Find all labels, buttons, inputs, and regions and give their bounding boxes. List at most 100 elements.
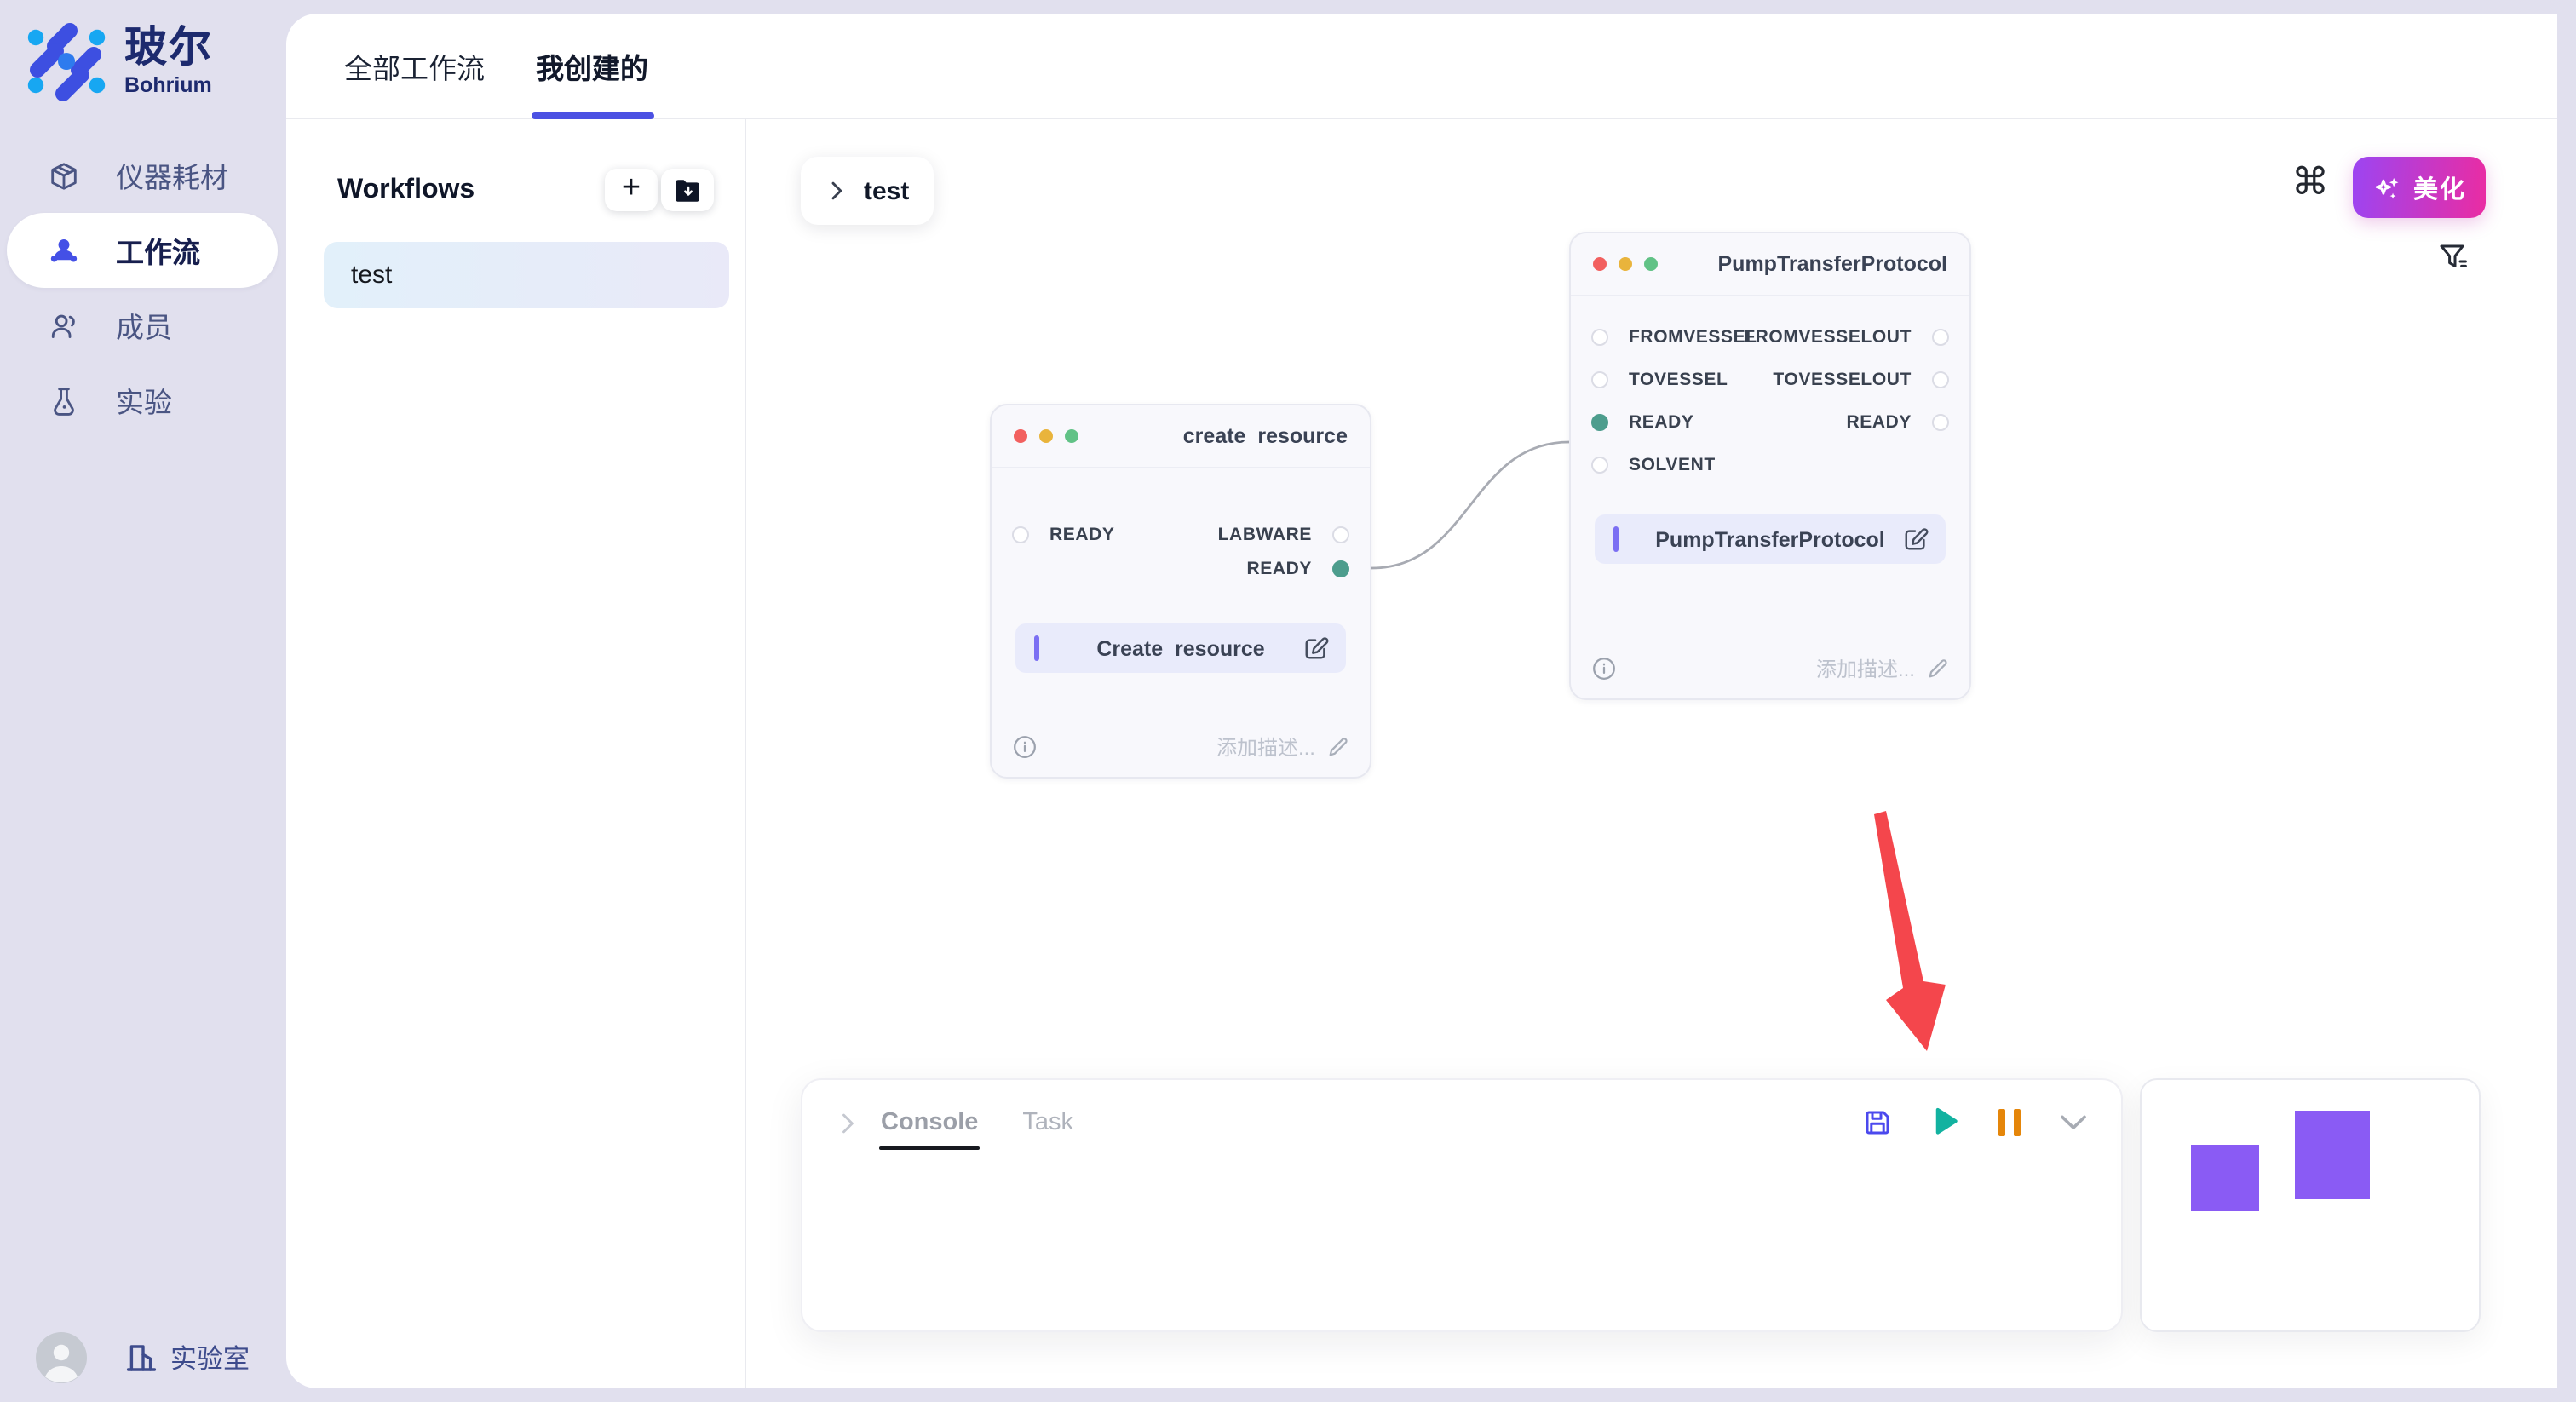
description-placeholder[interactable]: 添加描述... xyxy=(1815,657,1915,681)
port-out-tovesselout[interactable]: TOVESSELOUT xyxy=(1773,368,1949,392)
node-pump-transfer-protocol[interactable]: PumpTransferProtocol FROMVESSEL FROMVESS… xyxy=(1569,232,1971,700)
workflows-panel-title: Workflows xyxy=(337,175,475,204)
port-circle[interactable] xyxy=(1591,457,1608,474)
traffic-yellow-dot xyxy=(1039,429,1053,443)
traffic-green-dot xyxy=(1065,429,1078,443)
sidebar-item-label: 成员 xyxy=(116,313,172,344)
traffic-green-dot xyxy=(1644,257,1658,271)
sidebar-item-members[interactable]: 成员 xyxy=(0,288,286,363)
tab-task[interactable]: Task xyxy=(1022,1109,1074,1136)
command-icon[interactable]: ⌘ xyxy=(2291,160,2329,203)
port-circle[interactable] xyxy=(1932,329,1949,346)
port-in-ready[interactable]: READY xyxy=(1591,411,1694,434)
breadcrumb-label: test xyxy=(864,176,910,205)
import-workflow-button[interactable] xyxy=(661,169,714,211)
port-out-fromvesselout[interactable]: FROMVESSELOUT xyxy=(1744,325,1949,349)
main-panel: 全部工作流 我创建的 Workflows + xyxy=(286,14,2557,1388)
node-title: create_resource xyxy=(1182,424,1348,448)
sidebar-footer: 实验室 xyxy=(36,1332,250,1383)
tab-all-workflows[interactable]: 全部工作流 xyxy=(344,54,485,84)
avatar[interactable] xyxy=(36,1332,87,1383)
node-header: PumpTransferProtocol xyxy=(1571,233,1969,296)
port-circle[interactable] xyxy=(1932,371,1949,388)
port-circle[interactable] xyxy=(1591,329,1608,346)
sidebar-item-experiments[interactable]: 实验 xyxy=(0,363,286,438)
bohrium-logo-icon xyxy=(24,17,109,106)
node-create-resource[interactable]: create_resource READY LABWARE READY Crea… xyxy=(990,404,1371,779)
brand-subtitle: Bohrium xyxy=(124,72,212,97)
pencil-icon[interactable] xyxy=(1327,735,1349,757)
pencil-icon[interactable] xyxy=(1927,657,1949,679)
port-in-tovessel[interactable]: TOVESSEL xyxy=(1591,368,1728,392)
expand-chevron-icon[interactable] xyxy=(840,1112,855,1134)
folder-download-icon xyxy=(674,178,701,202)
edit-icon[interactable] xyxy=(1303,635,1329,661)
filter-icon[interactable] xyxy=(2438,242,2469,274)
beautify-label: 美化 xyxy=(2413,176,2466,204)
brand-title: 玻尔 xyxy=(124,24,214,72)
tab-my-created[interactable]: 我创建的 xyxy=(531,45,653,118)
save-icon[interactable] xyxy=(1861,1107,1892,1138)
sidebar-nav: 仪器耗材 工作流 xyxy=(0,138,286,438)
node-header: create_resource xyxy=(992,405,1370,468)
pause-icon[interactable] xyxy=(1998,1109,2021,1136)
brand-logo[interactable]: 玻尔 Bohrium xyxy=(24,17,213,106)
port-circle[interactable] xyxy=(1591,371,1608,388)
sidebar-item-label: 仪器耗材 xyxy=(116,164,228,194)
port-circle-connected[interactable] xyxy=(1332,560,1349,577)
workflow-list-item[interactable]: test xyxy=(324,242,729,308)
description-placeholder[interactable]: 添加描述... xyxy=(1216,735,1315,759)
workflows-list-panel: Workflows + test xyxy=(286,119,746,1388)
console-header: Console Task xyxy=(802,1080,2121,1155)
beautify-button[interactable]: 美化 xyxy=(2353,157,2486,218)
node-footer: 添加描述... xyxy=(1012,731,1349,761)
building-icon xyxy=(124,1341,158,1375)
workflow-tabs: 全部工作流 我创建的 xyxy=(286,14,2557,119)
info-icon[interactable] xyxy=(1012,733,1038,759)
node-action-pill[interactable]: Create_resource xyxy=(1015,623,1346,673)
port-circle[interactable] xyxy=(1012,526,1029,543)
sidebar-item-label: 工作流 xyxy=(116,238,200,269)
port-in-solvent[interactable]: SOLVENT xyxy=(1591,453,1716,477)
sidebar-item-instruments[interactable]: 仪器耗材 xyxy=(0,138,286,213)
info-icon[interactable] xyxy=(1591,655,1617,681)
chevron-right-icon xyxy=(830,181,843,201)
port-out-labware[interactable]: LABWARE xyxy=(1218,523,1349,547)
pill-label: PumpTransferProtocol xyxy=(1655,527,1885,551)
port-circle-connected[interactable] xyxy=(1591,414,1608,431)
node-action-pill[interactable]: PumpTransferProtocol xyxy=(1595,514,1946,564)
pill-label: Create_resource xyxy=(1096,636,1265,660)
port-out-ready[interactable]: READY xyxy=(1846,411,1949,434)
port-out-ready[interactable]: READY xyxy=(1246,557,1349,581)
tab-console[interactable]: Console xyxy=(878,1109,980,1150)
workflow-group-icon xyxy=(48,234,80,267)
run-play-icon[interactable] xyxy=(1931,1107,1958,1138)
pill-accent-bar xyxy=(1613,526,1619,552)
plus-icon: + xyxy=(621,170,641,206)
sidebar: 玻尔 Bohrium 仪器耗材 xyxy=(0,0,286,1402)
minimap-node-pump xyxy=(2295,1111,2370,1199)
flow-canvas[interactable]: test create_resource READY LABWARE xyxy=(748,119,2557,1388)
edit-icon[interactable] xyxy=(1903,526,1929,552)
minimap-node-create xyxy=(2191,1145,2259,1211)
sidebar-item-label: 实验 xyxy=(116,388,172,419)
test-tube-icon xyxy=(48,384,80,417)
node-footer: 添加描述... xyxy=(1591,652,1949,683)
lab-label: 实验室 xyxy=(170,1346,250,1375)
edge-create-to-pump xyxy=(1371,440,1570,570)
sidebar-item-workflow[interactable]: 工作流 xyxy=(7,213,278,288)
lab-switcher[interactable]: 实验室 xyxy=(124,1339,250,1376)
traffic-red-dot xyxy=(1593,257,1607,271)
port-in-fromvessel[interactable]: FROMVESSEL xyxy=(1591,325,1757,349)
port-in-ready[interactable]: READY xyxy=(1012,523,1115,547)
breadcrumb[interactable]: test xyxy=(801,157,934,225)
traffic-red-dot xyxy=(1014,429,1027,443)
console-panel: Console Task xyxy=(801,1078,2123,1332)
collapse-chevron-down-icon[interactable] xyxy=(2060,1114,2087,1131)
port-circle[interactable] xyxy=(1332,526,1349,543)
add-workflow-button[interactable]: + xyxy=(605,169,658,211)
members-icon xyxy=(48,309,80,342)
minimap[interactable] xyxy=(2140,1078,2481,1332)
port-circle[interactable] xyxy=(1932,414,1949,431)
